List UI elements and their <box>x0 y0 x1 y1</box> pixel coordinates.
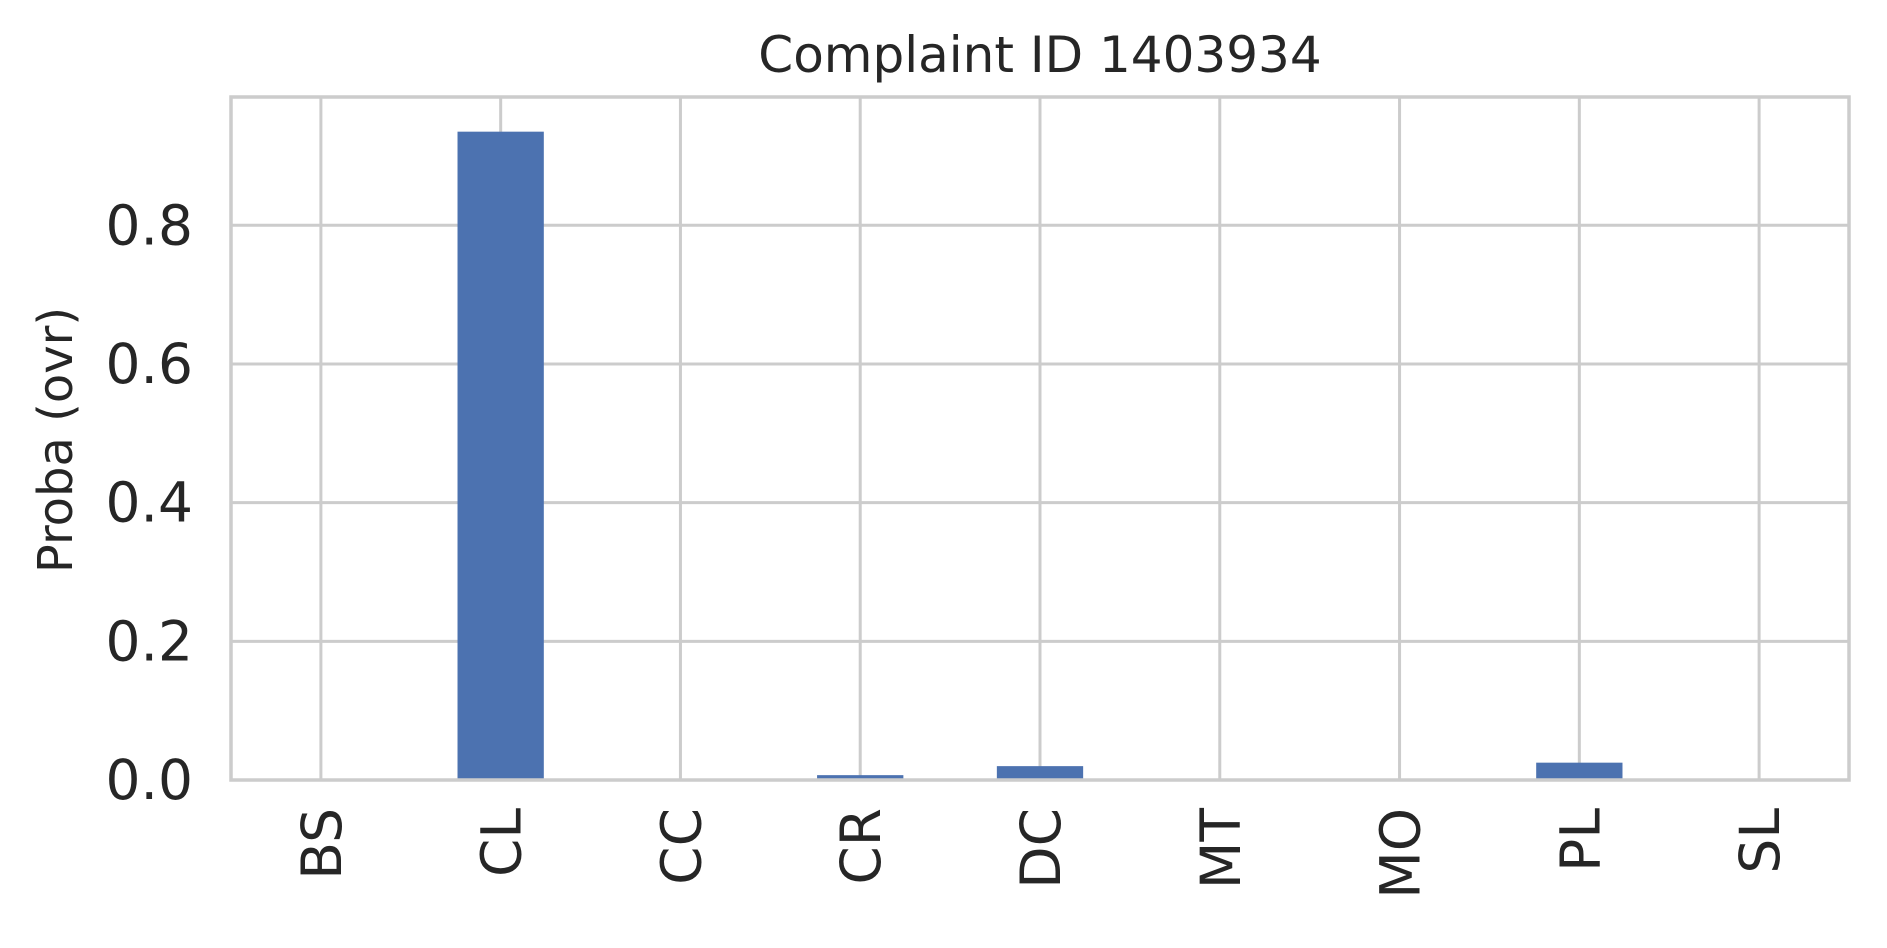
y-tick-label: 0.6 <box>106 332 193 396</box>
y-tick-labels: 0.0 0.2 0.4 0.6 0.8 <box>106 193 193 812</box>
x-tick-label: CL <box>470 808 534 877</box>
plot-frame <box>229 95 1851 782</box>
bar-cl <box>457 131 544 780</box>
x-tick-label: PL <box>1548 808 1612 872</box>
x-tick-label: MT <box>1189 808 1253 889</box>
bar-pl <box>1536 762 1623 780</box>
y-axis-label: Proba (ovr) <box>28 307 84 573</box>
y-tick-label: 0.0 <box>106 748 193 812</box>
bar-cr <box>817 775 904 780</box>
x-tick-label: BS <box>290 808 354 880</box>
x-tick-label: CC <box>649 808 713 885</box>
x-tick-label: CR <box>829 808 893 885</box>
bar-dc <box>996 766 1084 780</box>
y-tick-label: 0.4 <box>106 471 193 535</box>
bars <box>457 131 1623 780</box>
x-tick-label: SL <box>1728 808 1792 874</box>
x-tick-labels: BS CL CC CR DC MT MO PL SL <box>290 808 1792 899</box>
x-tick-label: DC <box>1009 808 1073 889</box>
x-tick-label: MO <box>1369 808 1433 899</box>
y-tick-label: 0.8 <box>106 193 193 257</box>
y-tick-label: 0.2 <box>106 609 193 673</box>
chart-title: Complaint ID 1403934 <box>758 26 1321 84</box>
